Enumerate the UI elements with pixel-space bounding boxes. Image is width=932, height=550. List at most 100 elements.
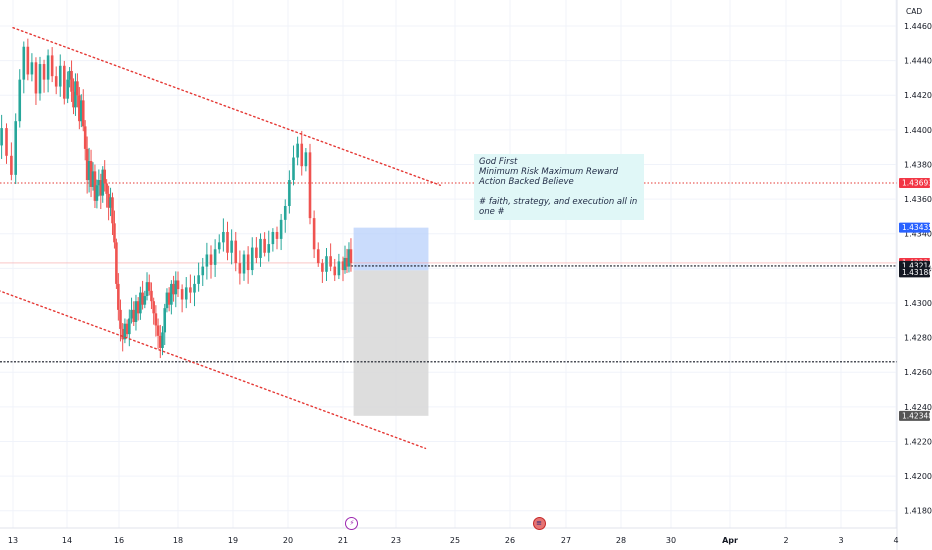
- candle-body: [255, 247, 258, 258]
- candle-body: [66, 79, 69, 99]
- time-tick-label: 27: [561, 536, 571, 545]
- candle-body: [50, 55, 54, 77]
- candle-body: [165, 292, 169, 309]
- candle-body: [279, 219, 283, 239]
- time-tick-label: 19: [228, 536, 238, 545]
- time-tick-label: 3: [838, 536, 843, 545]
- price-tick-label: 1.41800: [904, 507, 932, 516]
- candle-body: [132, 309, 136, 322]
- time-tick-label: 28: [616, 536, 626, 545]
- price-tick-label: 1.42000: [904, 472, 932, 481]
- candle-body: [143, 296, 147, 305]
- price-tick-label: 1.44000: [904, 126, 932, 135]
- candle-body: [150, 290, 153, 302]
- candle-body: [81, 100, 85, 127]
- candle-body: [304, 152, 308, 167]
- candle-body: [34, 62, 38, 94]
- price-tick-label: 1.43400: [904, 230, 932, 239]
- candle-body: [80, 100, 83, 122]
- candle-body: [18, 79, 22, 122]
- price-tick-label: 1.44600: [904, 22, 932, 31]
- candle-body: [26, 46, 30, 75]
- candle-body: [125, 323, 129, 335]
- candle-body: [97, 180, 101, 186]
- candle-body: [58, 65, 62, 87]
- candle-body: [337, 261, 341, 276]
- time-tick-label: 25: [450, 536, 460, 545]
- candle-body: [95, 185, 99, 201]
- candle-body: [119, 309, 122, 329]
- candle-body: [197, 275, 200, 284]
- candle-body: [230, 240, 233, 253]
- price-badge: [899, 267, 930, 278]
- candle-body: [76, 81, 79, 96]
- price-tick-label: 1.42400: [904, 403, 932, 412]
- flash-event-icon[interactable]: ⚡: [345, 517, 359, 530]
- price-badge-label: 1.43188: [902, 268, 932, 277]
- candle-body: [156, 325, 160, 336]
- text-note[interactable]: God First Minimum Risk Maximum Reward Acti…: [474, 154, 644, 220]
- candle-body: [292, 157, 295, 181]
- candle-body: [5, 128, 8, 156]
- candle-body: [141, 292, 144, 305]
- stop-zone[interactable]: [353, 270, 429, 416]
- time-tick-label: 13: [8, 536, 18, 545]
- candle-body: [242, 254, 246, 274]
- candle-body: [54, 76, 58, 87]
- candle-body: [316, 249, 320, 264]
- us-flag-event-icon[interactable]: ≡: [532, 517, 546, 530]
- price-tick-label: 1.44200: [904, 91, 932, 100]
- candle-body: [78, 95, 81, 122]
- time-tick-label: 21: [338, 536, 348, 545]
- candle-body: [0, 128, 3, 146]
- candle-body: [93, 171, 97, 201]
- candle-body: [107, 193, 110, 208]
- candle-body: [176, 280, 180, 290]
- time-tick-label: 16: [114, 536, 124, 545]
- candle-body: [288, 180, 291, 207]
- target-zone[interactable]: [353, 227, 429, 271]
- candle-body: [68, 70, 71, 80]
- candle-body: [345, 257, 349, 267]
- price-badges: 1.436931.434351.4323100:431.432141.43188…: [899, 177, 932, 421]
- price-tick-label: 1.43800: [904, 160, 932, 169]
- candle-body: [115, 242, 118, 284]
- time-tick-label: 2: [783, 536, 788, 545]
- candle-body: [163, 308, 167, 333]
- candle-body: [145, 282, 149, 297]
- lower-channel-trendline[interactable]: [0, 272, 427, 450]
- candle-body: [89, 160, 93, 187]
- candle-body: [123, 323, 127, 340]
- candle-body: [117, 283, 120, 310]
- candle-body: [130, 309, 133, 319]
- candle-body: [159, 335, 162, 348]
- candle-body: [128, 318, 131, 335]
- candle-body: [234, 240, 238, 264]
- price-tick-label: 1.44400: [904, 57, 932, 66]
- candle-body: [343, 257, 347, 271]
- candle-body: [259, 238, 262, 258]
- upper-channel-trendline[interactable]: [12, 26, 441, 186]
- time-tick-label: Apr: [722, 536, 738, 545]
- candle-body: [217, 242, 221, 250]
- time-axis[interactable]: 13 14 16 18 19 20 21 23 25 26 27 28 30 Apr 2 3 4: [8, 536, 899, 545]
- time-tick-label: 26: [505, 536, 515, 545]
- price-badge: [899, 410, 930, 421]
- candle-body: [38, 64, 42, 94]
- candle-body: [46, 55, 50, 80]
- candle-body: [300, 143, 304, 167]
- price-tick-label: 1.43600: [904, 195, 932, 204]
- time-tick-label: 20: [283, 536, 293, 545]
- candle-body: [161, 332, 164, 348]
- candle-body: [189, 287, 192, 293]
- candle-body: [267, 244, 271, 253]
- trendlines[interactable]: [0, 26, 441, 450]
- time-tick-label: 30: [666, 536, 676, 545]
- currency-label[interactable]: CAD: [906, 7, 923, 16]
- candle-body: [201, 266, 205, 276]
- candle-body: [205, 254, 209, 267]
- candle-body: [329, 256, 332, 267]
- note-line: Action Backed Believe: [479, 177, 574, 187]
- candle-body: [42, 64, 46, 80]
